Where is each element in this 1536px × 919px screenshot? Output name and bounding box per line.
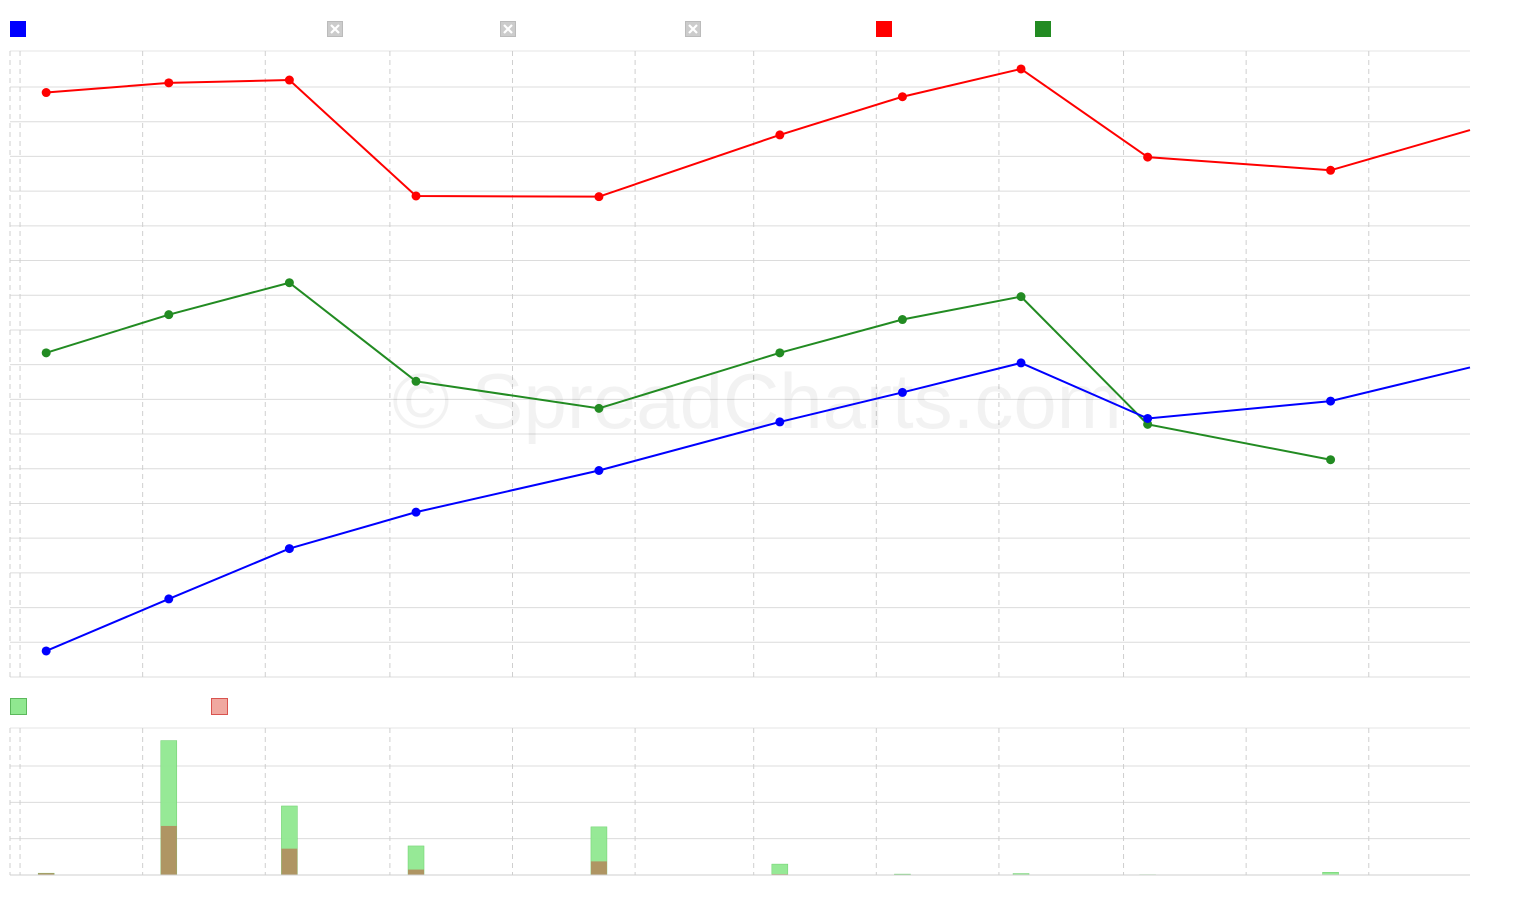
- volume-legend: [10, 698, 228, 715]
- series-point-zc-term-structure-mar-01-2018: [1326, 396, 1336, 406]
- volume-bar: [590, 861, 607, 875]
- legend-swatch-avg15: [1035, 21, 1051, 37]
- legend-swatch-avg5: [876, 21, 892, 37]
- legend-item-yesterday: [327, 21, 343, 37]
- series-point-5y-avg: [284, 75, 294, 85]
- legend-item-oi: [10, 698, 27, 715]
- series-point-5y-avg: [775, 130, 785, 140]
- volume-bar: [38, 873, 55, 875]
- legend-x-icon: [688, 24, 698, 34]
- volume-bar: [160, 825, 177, 875]
- series-point-5y-avg: [1143, 152, 1153, 162]
- series-point-zc-term-structure-mar-01-2018: [594, 466, 604, 475]
- series-point-5y-avg: [41, 88, 51, 98]
- watermark-text: © SpreadCharts.com: [392, 357, 1121, 445]
- legend-x-icon: [330, 24, 340, 34]
- series-point-zc-term-structure-mar-01-2018: [775, 417, 785, 427]
- main-legend: [10, 21, 1051, 37]
- series-point-15y-avg: [897, 315, 907, 325]
- main-chart-grid: [9, 50, 1470, 678]
- series-point-15y-avg: [775, 348, 785, 358]
- legend-item-vol: [211, 698, 228, 715]
- open-interest-bar: [771, 863, 789, 876]
- series-point-5y-avg: [897, 92, 907, 102]
- volume-bar: [408, 869, 425, 875]
- series-point-15y-avg: [411, 376, 421, 386]
- volume-bar: [281, 848, 298, 875]
- series-point-15y-avg: [594, 403, 604, 413]
- volume-chart-grid: [9, 727, 1470, 876]
- series-line-15y-avg: [45, 281, 1331, 461]
- series-point-zc-term-structure-mar-01-2018: [1016, 358, 1026, 368]
- series-point-zc-term-structure-mar-01-2018: [897, 387, 907, 397]
- series-point-15y-avg: [1016, 292, 1026, 302]
- legend-item-avg5: [876, 21, 892, 37]
- series-point-zc-term-structure-mar-01-2018: [411, 507, 421, 517]
- series-point-zc-term-structure-mar-01-2018: [41, 646, 51, 656]
- legend-swatch-oi: [10, 698, 27, 715]
- series-point-5y-avg: [411, 191, 421, 201]
- legend-swatch-vol: [211, 698, 228, 715]
- series-point-15y-avg: [1326, 455, 1336, 465]
- series-line-5y-avg: [46, 67, 1471, 198]
- series-point-5y-avg: [594, 192, 604, 202]
- main-series-layer: [41, 64, 1471, 656]
- series-point-15y-avg: [164, 310, 174, 320]
- legend-x-icon: [503, 24, 513, 34]
- legend-item-current: [10, 21, 26, 37]
- legend-item-avg15: [1035, 21, 1051, 37]
- volume-bars-layer: [10, 740, 1470, 876]
- series-point-zc-term-structure-mar-01-2018: [284, 544, 294, 554]
- series-point-5y-avg: [1016, 64, 1026, 74]
- series-point-zc-term-structure-mar-01-2018: [1143, 413, 1153, 423]
- series-point-zc-term-structure-mar-01-2018: [164, 594, 174, 604]
- series-point-15y-avg: [41, 348, 51, 358]
- series-point-15y-avg: [284, 278, 294, 288]
- legend-swatch-current: [10, 21, 26, 37]
- legend-item-week: [500, 21, 516, 37]
- legend-item-month: [685, 21, 701, 37]
- series-point-5y-avg: [164, 78, 174, 88]
- series-point-5y-avg: [1326, 165, 1336, 175]
